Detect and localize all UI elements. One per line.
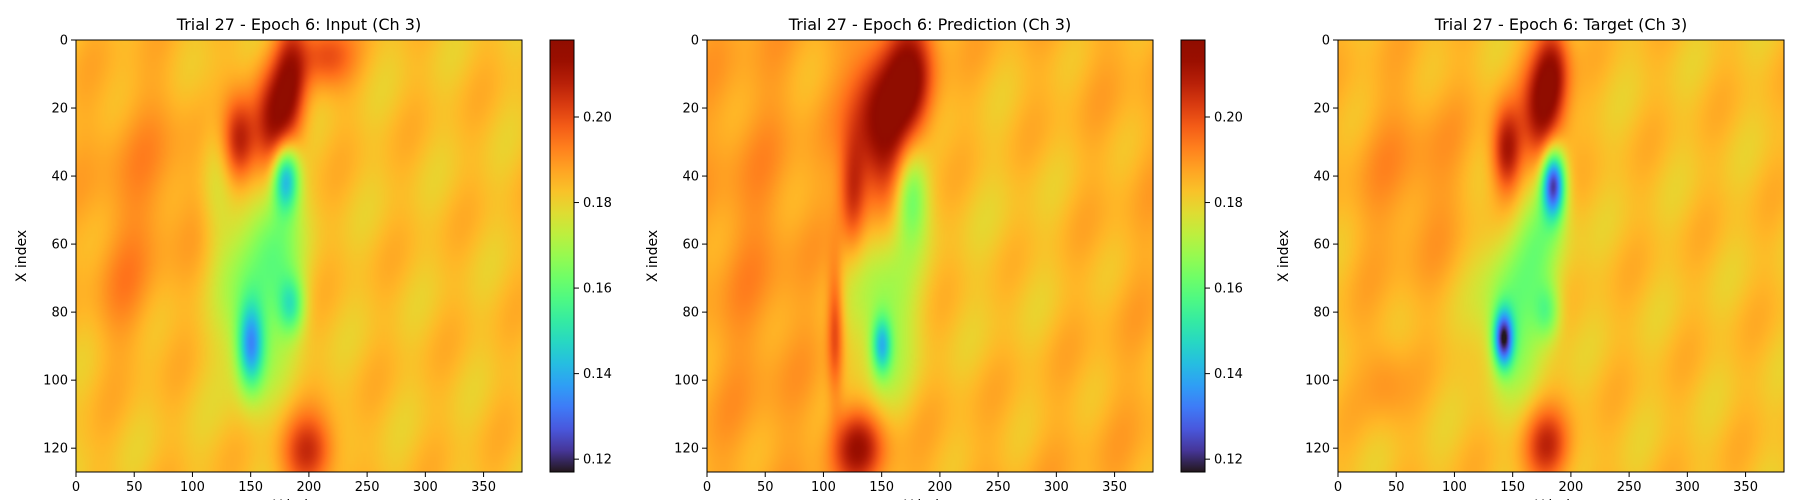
plot-frame bbox=[1337, 39, 1785, 473]
y-tick-label: 100 bbox=[1305, 374, 1330, 389]
y-axis-label: X index bbox=[1276, 230, 1292, 282]
chart-panel-2: Trial 27 - Epoch 6: Target (Ch 3) 0 50 100 1… bbox=[1276, 15, 1785, 500]
y-tick-label: 0 bbox=[691, 34, 699, 49]
x-tick-label: 250 bbox=[1617, 480, 1642, 495]
x-tick-label: 350 bbox=[1733, 480, 1758, 495]
x-tick-label: 100 bbox=[1442, 480, 1467, 495]
y-tick-label: 60 bbox=[682, 238, 699, 253]
chart-panel-1: Trial 27 - Epoch 6: Prediction (Ch 3) 0 50… bbox=[645, 15, 1243, 500]
x-tick-label: 150 bbox=[238, 480, 263, 495]
heatmap-image bbox=[76, 40, 522, 472]
colorbar-tick-label: 0.18 bbox=[1214, 196, 1243, 211]
y-tick-label: 80 bbox=[682, 306, 699, 321]
colorbar-tick-label: 0.20 bbox=[583, 110, 612, 125]
x-axis-label: Y index bbox=[903, 498, 955, 500]
chart-title: Trial 27 - Epoch 6: Target (Ch 3) bbox=[1434, 15, 1687, 34]
x-tick-label: 50 bbox=[757, 480, 774, 495]
x-tick-label: 200 bbox=[296, 480, 321, 495]
colorbar bbox=[549, 39, 575, 473]
colorbar-tick-label: 0.20 bbox=[1214, 110, 1243, 125]
y-tick-label: 20 bbox=[682, 102, 699, 117]
y-tick-label: 120 bbox=[43, 442, 68, 457]
x-tick-label: 0 bbox=[1334, 480, 1342, 495]
x-axis-label: Y index bbox=[272, 498, 324, 500]
y-tick-label: 20 bbox=[1313, 102, 1330, 117]
chart-panel-0: Trial 27 - Epoch 6: Input (Ch 3) 0 50 100 15… bbox=[14, 15, 612, 500]
x-tick-label: 50 bbox=[126, 480, 143, 495]
plot-frame bbox=[75, 39, 523, 473]
x-axis-label: Y index bbox=[1534, 498, 1586, 500]
y-tick-label: 0 bbox=[1322, 34, 1330, 49]
x-tick-label: 300 bbox=[1675, 480, 1700, 495]
y-tick-label: 60 bbox=[1313, 238, 1330, 253]
heatmap-image bbox=[1338, 40, 1784, 472]
y-tick-label: 60 bbox=[51, 238, 68, 253]
chart-title: Trial 27 - Epoch 6: Prediction (Ch 3) bbox=[788, 15, 1071, 34]
y-tick-label: 0 bbox=[60, 34, 68, 49]
x-tick-label: 150 bbox=[869, 480, 894, 495]
plot-frame bbox=[706, 39, 1154, 473]
colorbar bbox=[1180, 39, 1206, 473]
y-tick-label: 40 bbox=[1313, 170, 1330, 185]
y-tick-label: 120 bbox=[1305, 442, 1330, 457]
x-tick-label: 150 bbox=[1500, 480, 1525, 495]
y-tick-label: 100 bbox=[674, 374, 699, 389]
y-tick-label: 40 bbox=[51, 170, 68, 185]
x-tick-label: 300 bbox=[413, 480, 438, 495]
x-tick-label: 250 bbox=[986, 480, 1011, 495]
y-tick-label: 20 bbox=[51, 102, 68, 117]
x-tick-label: 100 bbox=[180, 480, 205, 495]
colorbar-tick-label: 0.16 bbox=[583, 282, 612, 297]
colorbar-tick-label: 0.18 bbox=[583, 196, 612, 211]
y-tick-label: 80 bbox=[1313, 306, 1330, 321]
colorbar-tick-label: 0.14 bbox=[1214, 367, 1243, 382]
x-tick-label: 250 bbox=[355, 480, 380, 495]
colorbar-tick-label: 0.12 bbox=[1214, 453, 1243, 468]
colorbar-tick-label: 0.16 bbox=[1214, 282, 1243, 297]
chart-title: Trial 27 - Epoch 6: Input (Ch 3) bbox=[176, 15, 421, 34]
heatmap-image bbox=[707, 40, 1153, 472]
x-tick-label: 0 bbox=[72, 480, 80, 495]
x-tick-label: 300 bbox=[1044, 480, 1069, 495]
y-tick-label: 100 bbox=[43, 374, 68, 389]
x-tick-label: 100 bbox=[811, 480, 836, 495]
y-axis-label: X index bbox=[645, 230, 661, 282]
x-tick-label: 200 bbox=[927, 480, 952, 495]
x-tick-label: 0 bbox=[703, 480, 711, 495]
x-tick-label: 200 bbox=[1558, 480, 1583, 495]
y-tick-label: 120 bbox=[674, 442, 699, 457]
colorbar-tick-label: 0.14 bbox=[583, 367, 612, 382]
y-axis-label: X index bbox=[14, 230, 30, 282]
y-tick-label: 80 bbox=[51, 306, 68, 321]
x-tick-label: 50 bbox=[1388, 480, 1405, 495]
x-tick-label: 350 bbox=[471, 480, 496, 495]
x-tick-label: 350 bbox=[1102, 480, 1127, 495]
y-tick-label: 40 bbox=[682, 170, 699, 185]
colorbar-tick-label: 0.12 bbox=[583, 453, 612, 468]
